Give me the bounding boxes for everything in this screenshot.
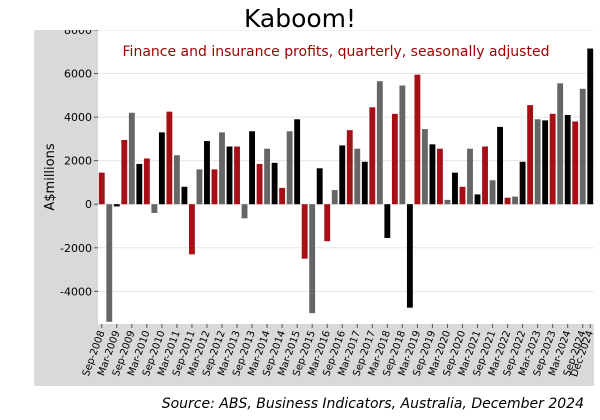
bar-mar-2022 — [504, 197, 511, 205]
plot-area — [98, 30, 594, 324]
chart-title: Kaboom! — [243, 4, 357, 33]
bar-mar-2019 — [414, 74, 421, 205]
bar-dec-2020 — [467, 148, 473, 205]
bar-dec-2021 — [497, 126, 503, 205]
bar-jun-2023 — [542, 120, 549, 205]
bar-dec-2023 — [557, 83, 564, 205]
bar-dec-2013 — [256, 163, 263, 205]
bar-jun-2018 — [391, 113, 398, 205]
bar-jun-2015 — [301, 204, 308, 259]
bar-dec-2011 — [196, 169, 203, 205]
y-axis-ticks: 8000 6000 4000 2000 0 -2000 -4000 — [60, 30, 98, 298]
y-tick-label: 8000 — [64, 30, 92, 37]
bar-mar-2020 — [444, 199, 451, 205]
bar-sep-2012 — [219, 132, 225, 205]
bar-jun-2017 — [361, 161, 368, 205]
bar-sep-2018 — [399, 85, 406, 205]
gridlines — [98, 30, 594, 292]
bar-mar-2009 — [113, 204, 120, 207]
bar-dec-2019 — [437, 148, 443, 205]
chart-panel: 8000 6000 4000 2000 0 -2000 -4000 Sep-2008 Mar-… — [34, 30, 594, 386]
bar-sep-2020 — [459, 186, 466, 205]
bar-sep-2019 — [429, 144, 436, 205]
bar-jun-2024 — [572, 121, 579, 205]
bar-sep-2015 — [309, 204, 316, 314]
bar-jun-2013 — [241, 204, 248, 219]
bar-jun-2011 — [181, 186, 188, 205]
bar-sep-2023 — [549, 113, 556, 205]
bar-jun-2022 — [512, 196, 519, 205]
y-tick-label: 6000 — [64, 68, 92, 81]
bar-sep-2014 — [279, 187, 286, 205]
bar-sep-2011 — [189, 204, 195, 255]
bar-dec-2016 — [346, 130, 353, 205]
bar-sep-2010 — [158, 132, 165, 205]
bar-mar-2014 — [264, 148, 271, 205]
y-tick-label: -4000 — [60, 285, 92, 298]
y-tick-label: 4000 — [64, 111, 92, 124]
bar-sep-2022 — [519, 161, 526, 205]
bar-dec-2018 — [406, 204, 413, 308]
bar-dec-2008 — [106, 204, 113, 322]
bar-sep-2009 — [128, 112, 135, 205]
bar-mar-2023 — [534, 119, 541, 205]
bar-dec-2012 — [226, 146, 233, 205]
bar-sep-2017 — [369, 107, 376, 205]
y-tick-label: -2000 — [60, 242, 92, 255]
source-note: Source: ABS, Business Indicators, Austra… — [161, 396, 584, 412]
bar-dec-2014 — [286, 131, 293, 205]
bar-mar-2010 — [143, 158, 150, 205]
bar-jun-2019 — [421, 129, 428, 205]
bar-sep-2024 — [579, 88, 586, 205]
y-tick-label: 0 — [85, 198, 92, 211]
chart-subtitle: Finance and insurance profits, quarterly… — [123, 44, 550, 60]
bar-dec-2015 — [316, 168, 323, 205]
bar-sep-2008 — [98, 172, 105, 205]
bar-chart: 8000 6000 4000 2000 0 -2000 -4000 Sep-2008Mar-… — [43, 30, 594, 379]
bar-mar-2016 — [324, 204, 331, 242]
bar-jun-2009 — [121, 139, 128, 205]
bar-mar-2015 — [294, 119, 301, 205]
bar-jun-2016 — [331, 190, 338, 205]
bar-jun-2021 — [482, 146, 488, 205]
bar-dec-2009 — [136, 163, 143, 205]
bar-dec-2024 — [587, 48, 594, 205]
bar-dec-2010 — [166, 111, 173, 205]
bar-dec-2022 — [527, 105, 534, 205]
bar-sep-2013 — [249, 131, 255, 205]
y-axis-label: A$millions — [43, 143, 58, 210]
bar-mar-2021 — [474, 194, 481, 205]
bar-sep-2021 — [489, 180, 496, 205]
bar-mar-2018 — [384, 204, 391, 238]
bar-mar-2012 — [204, 141, 210, 205]
bar-mar-2017 — [354, 148, 361, 205]
bar-jun-2012 — [211, 169, 218, 205]
bar-sep-2016 — [339, 145, 346, 205]
bar-jun-2020 — [452, 172, 458, 205]
bar-mar-2013 — [234, 146, 240, 205]
bar-dec-2017 — [376, 81, 383, 205]
x-axis-ticks: Sep-2008Mar-2009Sep-2009Mar-2010Sep-2010… — [81, 324, 594, 379]
bar-jun-2014 — [271, 162, 278, 205]
y-tick-label: 2000 — [64, 155, 92, 168]
bar-mar-2011 — [173, 155, 180, 205]
bar-mar-2024 — [564, 114, 571, 205]
bar-jun-2010 — [151, 204, 158, 213]
bars — [98, 48, 594, 322]
